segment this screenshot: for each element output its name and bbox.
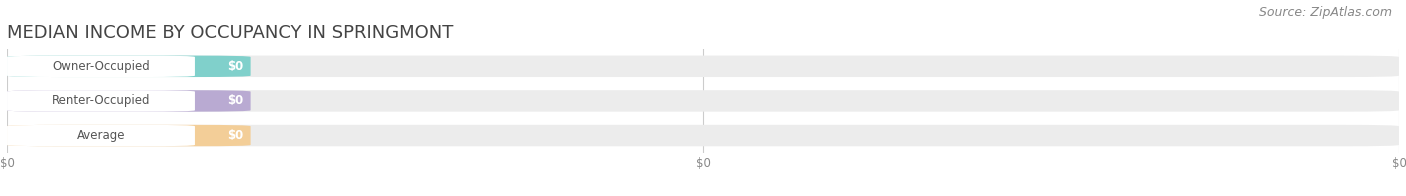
Text: Average: Average xyxy=(77,129,125,142)
FancyBboxPatch shape xyxy=(7,125,195,146)
FancyBboxPatch shape xyxy=(7,125,250,146)
Text: $0: $0 xyxy=(228,129,243,142)
FancyBboxPatch shape xyxy=(7,125,195,146)
FancyBboxPatch shape xyxy=(7,56,1399,77)
FancyBboxPatch shape xyxy=(7,90,195,112)
Text: $0: $0 xyxy=(228,60,243,73)
FancyBboxPatch shape xyxy=(7,56,195,77)
FancyBboxPatch shape xyxy=(7,90,195,112)
FancyBboxPatch shape xyxy=(7,125,1399,146)
Text: Source: ZipAtlas.com: Source: ZipAtlas.com xyxy=(1258,6,1392,19)
Text: Renter-Occupied: Renter-Occupied xyxy=(52,94,150,107)
Text: $0: $0 xyxy=(228,94,243,107)
FancyBboxPatch shape xyxy=(7,56,250,77)
Text: Owner-Occupied: Owner-Occupied xyxy=(52,60,150,73)
Text: MEDIAN INCOME BY OCCUPANCY IN SPRINGMONT: MEDIAN INCOME BY OCCUPANCY IN SPRINGMONT xyxy=(7,24,453,42)
FancyBboxPatch shape xyxy=(7,90,1399,112)
FancyBboxPatch shape xyxy=(7,90,250,112)
FancyBboxPatch shape xyxy=(7,56,195,77)
